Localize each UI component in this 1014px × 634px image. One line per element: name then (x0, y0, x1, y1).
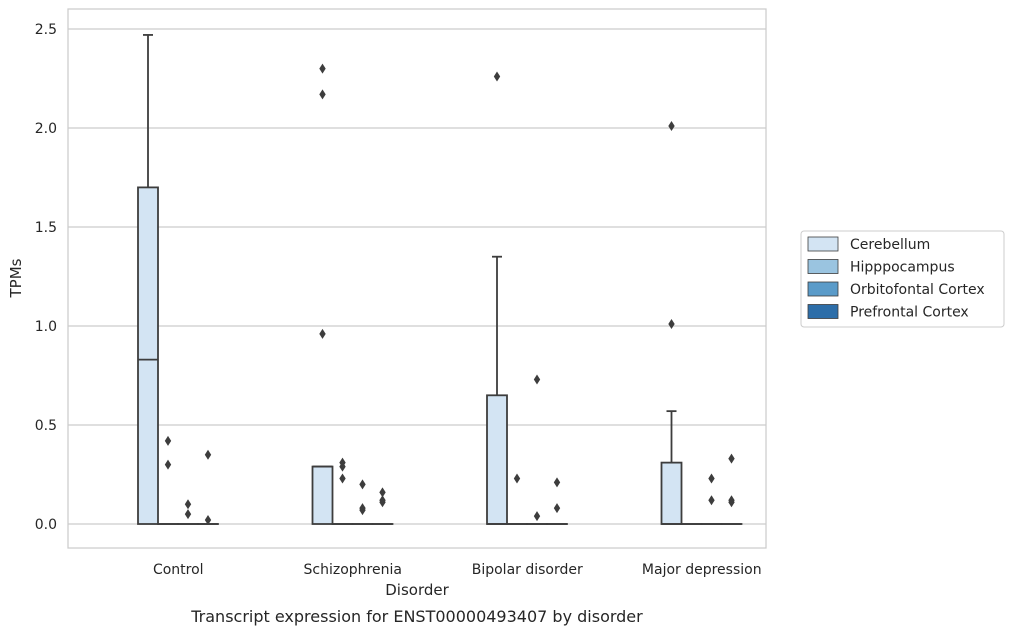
x-axis-title: Disorder (385, 581, 449, 599)
x-tick-label: Bipolar disorder (472, 562, 583, 578)
y-tick-label: 1.5 (35, 220, 57, 236)
box-element (700, 473, 723, 525)
box-element (157, 435, 179, 525)
box-element (720, 453, 743, 525)
outlier-point (379, 495, 386, 506)
box-body (137, 186, 159, 525)
outlier-point (553, 477, 561, 488)
outlier-point (184, 509, 192, 520)
box-element (371, 487, 394, 525)
box-element (486, 71, 508, 525)
outlier-point (319, 89, 326, 100)
x-tick-label: Control (153, 562, 204, 578)
legend-label: Prefrontal Cortex (850, 305, 969, 321)
legend-swatch (807, 281, 839, 297)
outlier-point (164, 459, 172, 470)
y-tick-label: 1.0 (35, 319, 57, 335)
box-element (311, 63, 334, 525)
outlier-point (319, 63, 326, 74)
chart-caption: Transcript expression for ENST0000049340… (190, 607, 643, 626)
outlier-point (379, 487, 386, 498)
box-element (137, 34, 159, 525)
outlier-point (533, 374, 541, 385)
outlier-point (204, 515, 212, 526)
box-element (546, 477, 568, 525)
outlier-point (339, 473, 346, 484)
box-body (660, 461, 683, 525)
outlier-point (204, 449, 212, 460)
y-tick-label: 2.5 (35, 22, 57, 38)
outlier-point (728, 495, 735, 506)
box-body (486, 394, 508, 525)
outlier-point (708, 495, 715, 506)
y-tick-labels: 0.0 0.5 1.0 1.5 2.0 2.5 (35, 22, 57, 533)
outlier-point (493, 71, 501, 82)
box-element (177, 499, 199, 525)
box-element (526, 374, 548, 525)
grid-lines (68, 28, 766, 525)
outlier-point (513, 473, 521, 484)
outlier-point (533, 511, 541, 522)
legend-label: Hipppocampus (850, 260, 955, 276)
legend-label: Cerebellum (850, 237, 930, 253)
box-element (197, 449, 219, 526)
legend-label: Orbitofontal Cortex (850, 282, 985, 298)
outlier-point (728, 453, 735, 464)
box-element (660, 121, 683, 525)
legend-swatch (807, 259, 839, 274)
box-body (311, 465, 334, 525)
outlier-point (668, 121, 675, 132)
box-series (137, 34, 743, 526)
y-tick-label: 0.5 (35, 418, 57, 434)
x-tick-labels: Control Schizophrenia Bipolar disorder Majo… (153, 562, 762, 578)
outlier-point (553, 503, 561, 514)
legend-swatch (807, 304, 839, 319)
outlier-point (359, 479, 366, 490)
box-element (351, 479, 374, 525)
y-tick-label: 0.0 (35, 517, 57, 533)
outlier-point (359, 503, 366, 514)
legend: Cerebellum Hipppocampus Orbitofontal Corte… (800, 230, 1005, 328)
x-tick-label: Schizophrenia (304, 562, 402, 578)
outlier-point (164, 435, 172, 446)
box-element (506, 473, 528, 525)
x-tick-label: Major depression (642, 562, 762, 578)
outlier-point (708, 473, 715, 484)
outlier-point (319, 328, 326, 339)
y-axis-title: TPMs (7, 258, 25, 298)
outlier-point (339, 457, 346, 468)
outlier-point (184, 499, 192, 510)
box-element (331, 457, 354, 525)
y-tick-label: 2.0 (35, 121, 57, 137)
plot-area-frame (67, 8, 767, 549)
outlier-point (668, 319, 675, 330)
legend-swatch (807, 236, 839, 252)
legend-frame (800, 230, 1005, 328)
